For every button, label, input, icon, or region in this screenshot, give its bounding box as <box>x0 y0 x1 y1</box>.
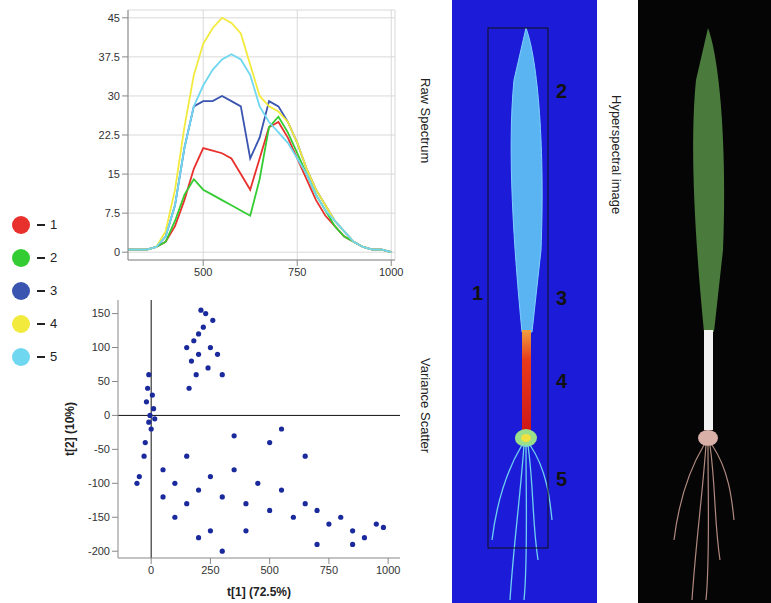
svg-text:1000: 1000 <box>379 266 403 278</box>
html-text:3: 3 <box>50 283 58 298</box>
svg-text:22.5: 22.5 <box>99 129 120 141</box>
svg-text:2: 2 <box>556 80 567 102</box>
svg-text:150: 150 <box>92 307 110 319</box>
svg-text:100: 100 <box>92 341 110 353</box>
html-text:4: 4 <box>50 316 58 331</box>
svg-text:4: 4 <box>556 370 568 392</box>
html-text:Raw Spectrum: Raw Spectrum <box>418 78 433 164</box>
svg-text:30: 30 <box>108 90 120 102</box>
svg-text:750: 750 <box>320 564 338 576</box>
svg-text:0: 0 <box>148 564 154 576</box>
svg-text:-50: -50 <box>94 443 110 455</box>
html-text:Variance Scatter: Variance Scatter <box>418 358 433 454</box>
svg-text:250: 250 <box>201 564 219 576</box>
svg-text:3: 3 <box>556 287 567 309</box>
svg-text:7.5: 7.5 <box>105 207 120 219</box>
svg-text:500: 500 <box>194 266 212 278</box>
svg-text:t[1] (72.5%): t[1] (72.5%) <box>227 585 291 599</box>
html-text:2: 2 <box>50 250 58 265</box>
svg-text:t[2] (10%): t[2] (10%) <box>63 402 77 456</box>
svg-text:750: 750 <box>288 266 306 278</box>
svg-text:0: 0 <box>114 246 120 258</box>
svg-text:-150: -150 <box>88 511 110 523</box>
svg-text:5: 5 <box>556 468 567 490</box>
html-text:1: 1 <box>50 217 58 232</box>
svg-text:45: 45 <box>108 12 120 24</box>
svg-text:500: 500 <box>260 564 278 576</box>
svg-text:1: 1 <box>472 282 483 304</box>
svg-text:1000: 1000 <box>376 564 400 576</box>
svg-text:15: 15 <box>108 168 120 180</box>
html-text:5: 5 <box>50 349 58 364</box>
svg-text:37.5: 37.5 <box>99 51 120 63</box>
svg-text:0: 0 <box>104 409 110 421</box>
svg-text:50: 50 <box>98 375 110 387</box>
svg-text:-200: -200 <box>88 545 110 557</box>
svg-text:-100: -100 <box>88 477 110 489</box>
html-text:Hyperspectral image: Hyperspectral image <box>609 95 624 215</box>
